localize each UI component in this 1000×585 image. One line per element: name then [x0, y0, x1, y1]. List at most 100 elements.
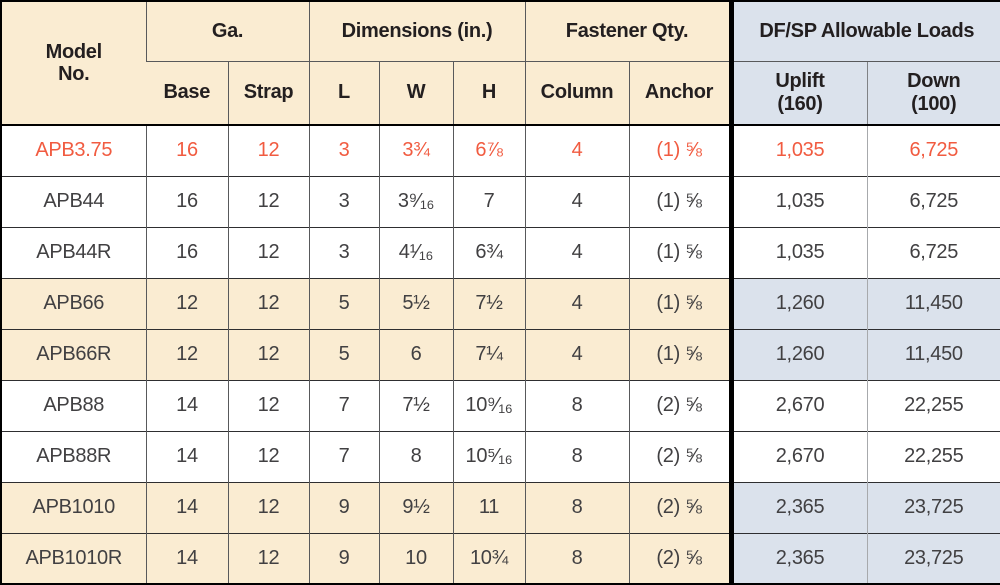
cell-model: APB1010R [1, 532, 146, 584]
cell-uplift: 1,035 [728, 175, 868, 227]
header-fastener-group: Fastener Qty. [524, 1, 732, 61]
table-row: APB66R 12 12 5 6 7¼ 4 (1) ⅝ 1,260 11,450 [1, 328, 1000, 380]
table-row: APB44 16 12 3 3⁹⁄₁₆ 7 4 (1) ⅝ 1,035 6,72… [1, 175, 1000, 227]
table-row: APB66 12 12 5 5½ 7½ 4 (1) ⅝ 1,260 11,450 [1, 277, 1000, 329]
cell-h: 7¼ [452, 328, 525, 380]
header-allowable-loads-group: DF/SP Allowable Loads [728, 1, 1000, 61]
cell-anchor: (1) ⅝ [628, 175, 732, 227]
cell-down: 23,725 [866, 481, 1000, 533]
cell-w: 5½ [378, 277, 453, 329]
header-column: Column [524, 60, 629, 125]
cell-column: 4 [524, 277, 629, 329]
cell-anchor: (2) ⅝ [628, 379, 732, 431]
cell-strap: 12 [227, 175, 309, 227]
header-row-groups: Model No. Ga. Dimensions (in.) Fastener … [1, 1, 1000, 125]
cell-base: 16 [145, 175, 228, 227]
cell-w: 4¹⁄₁₆ [378, 226, 453, 278]
cell-base: 16 [145, 226, 228, 278]
header-base: Base [146, 60, 228, 125]
cell-h: 10⁵⁄₁₆ [452, 430, 525, 482]
cell-w: 6 [378, 328, 453, 380]
cell-base: 14 [145, 481, 228, 533]
cell-uplift: 1,035 [728, 124, 868, 176]
cell-model: APB88 [1, 379, 146, 431]
cell-anchor: (1) ⅝ [628, 277, 732, 329]
cell-base: 14 [145, 532, 228, 584]
table-row: APB1010 14 12 9 9½ 11 8 (2) ⅝ 2,365 23,7… [1, 481, 1000, 533]
cell-l: 3 [308, 124, 379, 176]
cell-model: APB44R [1, 226, 146, 278]
cell-strap: 12 [227, 481, 309, 533]
cell-model: APB3.75 [1, 124, 146, 176]
cell-anchor: (2) ⅝ [628, 430, 732, 482]
cell-l: 3 [308, 226, 379, 278]
header-strap: Strap [227, 60, 309, 125]
cell-uplift: 2,670 [728, 430, 868, 482]
cell-strap: 12 [227, 379, 309, 431]
cell-w: 8 [378, 430, 453, 482]
cell-base: 12 [145, 277, 228, 329]
cell-l: 9 [308, 481, 379, 533]
header-w: W [378, 60, 453, 125]
table-body: APB3.75 16 12 3 3¾ 6⅞ 4 (1) ⅝ 1,035 6,72… [1, 124, 1000, 584]
cell-column: 8 [524, 532, 629, 584]
cell-strap: 12 [227, 532, 309, 584]
cell-l: 5 [308, 277, 379, 329]
cell-model: APB1010 [1, 481, 146, 533]
cell-base: 12 [145, 328, 228, 380]
cell-down: 6,725 [866, 175, 1000, 227]
cell-column: 4 [524, 175, 629, 227]
cell-anchor: (1) ⅝ [628, 328, 732, 380]
header-row-columns: Base Strap L W H Column Anchor Uplift (1… [1, 60, 1000, 125]
cell-l: 9 [308, 532, 379, 584]
cell-l: 7 [308, 430, 379, 482]
table-row: APB3.75 16 12 3 3¾ 6⅞ 4 (1) ⅝ 1,035 6,72… [1, 124, 1000, 176]
header-model-no: Model No. [1, 1, 146, 125]
cell-w: 9½ [378, 481, 453, 533]
cell-h: 10⁹⁄₁₆ [452, 379, 525, 431]
table-header: Model No. Ga. Dimensions (in.) Fastener … [1, 1, 1000, 125]
cell-strap: 12 [227, 328, 309, 380]
cell-anchor: (2) ⅝ [628, 481, 732, 533]
cell-l: 5 [308, 328, 379, 380]
cell-down: 11,450 [866, 328, 1000, 380]
header-anchor: Anchor [628, 60, 732, 125]
cell-w: 3¾ [378, 124, 453, 176]
cell-model: APB88R [1, 430, 146, 482]
cell-uplift: 1,260 [728, 328, 868, 380]
cell-h: 6¾ [452, 226, 525, 278]
cell-anchor: (1) ⅝ [628, 226, 732, 278]
cell-column: 8 [524, 430, 629, 482]
cell-strap: 12 [227, 226, 309, 278]
cell-h: 6⅞ [452, 124, 525, 176]
cell-strap: 12 [227, 277, 309, 329]
cell-uplift: 2,365 [728, 481, 868, 533]
cell-h: 7½ [452, 277, 525, 329]
cell-w: 10 [378, 532, 453, 584]
table-row: APB88 14 12 7 7½ 10⁹⁄₁₆ 8 (2) ⅝ 2,670 22… [1, 379, 1000, 431]
cell-uplift: 1,035 [728, 226, 868, 278]
cell-anchor: (1) ⅝ [628, 124, 732, 176]
cell-uplift: 1,260 [728, 277, 868, 329]
cell-base: 16 [145, 124, 228, 176]
cell-column: 4 [524, 328, 629, 380]
cell-column: 8 [524, 379, 629, 431]
cell-anchor: (2) ⅝ [628, 532, 732, 584]
cell-down: 11,450 [866, 277, 1000, 329]
cell-base: 14 [145, 379, 228, 431]
cell-strap: 12 [227, 430, 309, 482]
table-row: APB88R 14 12 7 8 10⁵⁄₁₆ 8 (2) ⅝ 2,670 22… [1, 430, 1000, 482]
cell-model: APB66R [1, 328, 146, 380]
cell-down: 6,725 [866, 226, 1000, 278]
cell-model: APB66 [1, 277, 146, 329]
cell-strap: 12 [227, 124, 309, 176]
cell-down: 22,255 [866, 379, 1000, 431]
header-h: H [452, 60, 525, 125]
cell-column: 8 [524, 481, 629, 533]
cell-model: APB44 [1, 175, 146, 227]
header-ga-group: Ga. [145, 1, 309, 61]
header-uplift: Uplift (160) [728, 60, 868, 125]
header-dimensions-group: Dimensions (in.) [308, 1, 525, 61]
cell-uplift: 2,670 [728, 379, 868, 431]
